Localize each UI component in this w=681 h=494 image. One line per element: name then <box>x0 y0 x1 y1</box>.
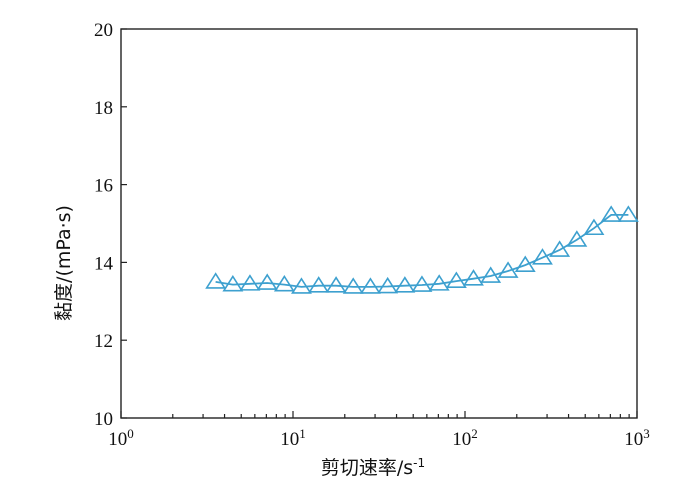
data-point-triangle <box>273 274 295 292</box>
data-point-triangle <box>222 274 244 292</box>
data-point-triangle <box>600 205 622 222</box>
y-tick-label: 12 <box>94 331 113 352</box>
x-tick-label: 100 <box>108 426 134 451</box>
data-point-triangle <box>411 275 433 292</box>
data-point-triangle <box>549 240 571 257</box>
viscosity-series <box>205 205 639 294</box>
y-tick-label: 10 <box>94 409 113 430</box>
data-point-triangle <box>583 218 605 236</box>
data-point-triangle <box>566 230 588 247</box>
x-axis-title-exponent: -1 <box>413 456 425 470</box>
y-tick-label: 14 <box>94 253 114 274</box>
data-point-triangle <box>239 274 261 291</box>
data-point-triangle <box>428 274 450 291</box>
plot-frame <box>120 28 638 419</box>
data-point-triangle <box>377 276 399 294</box>
data-point-triangle <box>256 273 278 290</box>
data-point-triangle <box>308 276 330 293</box>
data-point-triangle <box>205 272 227 289</box>
data-point-triangle <box>342 277 364 294</box>
data-point-triangle <box>514 255 536 272</box>
x-tick-label: 102 <box>452 426 478 451</box>
data-point-triangle <box>617 205 639 222</box>
data-point-triangle <box>531 248 553 265</box>
axes: 10 12 14 16 18 20 100 101 102 103 <box>94 20 650 450</box>
y-tick-label: 18 <box>94 98 113 119</box>
y-tick-label: 16 <box>94 176 113 197</box>
x-axis-title-main: 剪切速率/s <box>321 457 413 479</box>
data-point-triangle <box>497 261 519 278</box>
data-point-triangle <box>480 266 502 283</box>
data-point-triangle <box>463 269 484 286</box>
x-tick-label: 103 <box>624 426 650 451</box>
x-axis-title: 剪切速率/s-1 <box>321 456 425 479</box>
y-tick-label: 20 <box>94 20 113 41</box>
data-point-triangle <box>291 277 312 294</box>
data-point-triangle <box>445 271 467 288</box>
data-point-triangle <box>359 277 381 294</box>
x-tick-label: 101 <box>280 426 306 451</box>
y-axis-title: 黏度/(mPa·s) <box>53 205 75 321</box>
data-point-triangle <box>394 276 416 293</box>
data-point-triangle <box>325 276 347 293</box>
series-line <box>215 213 629 288</box>
